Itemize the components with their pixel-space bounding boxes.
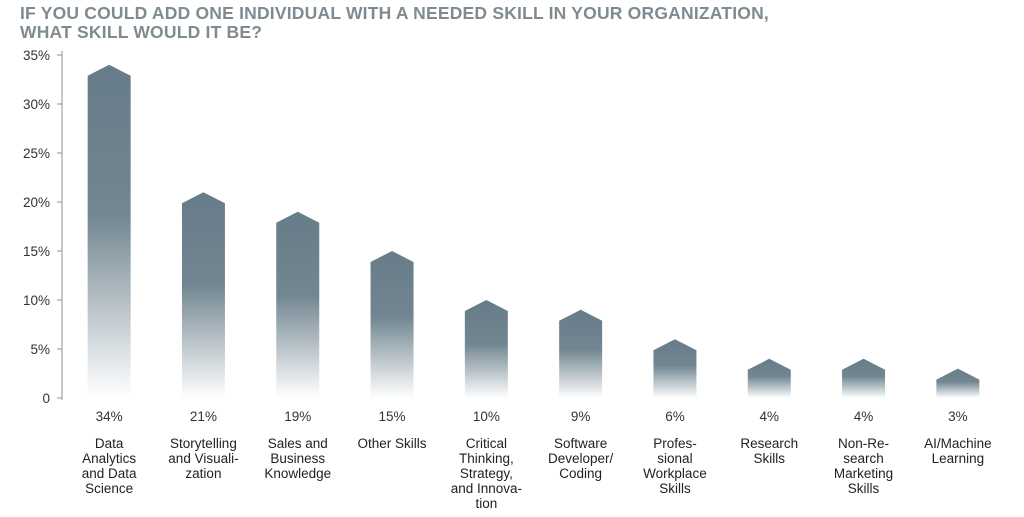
- y-tick-label: 25%: [23, 146, 50, 161]
- category-label-line: Science: [85, 481, 133, 496]
- category-label-line: Skills: [659, 481, 691, 496]
- x-axis-labels: 34% Data Analytics and Data Science 21% Storyt…: [82, 409, 992, 511]
- category-label-line: Strategy,: [460, 466, 513, 481]
- value-label: 4%: [759, 409, 779, 424]
- value-label: 19%: [284, 409, 311, 424]
- category-label-line: and Innova-: [451, 481, 522, 496]
- category-label-line: Learning: [932, 451, 985, 466]
- category-label-line: Knowledge: [264, 466, 331, 481]
- category-label-line: AI/Machine: [924, 436, 992, 451]
- category-label-line: Storytelling: [170, 436, 237, 451]
- category-label-line: Coding: [559, 466, 602, 481]
- value-label: 9%: [571, 409, 591, 424]
- category-label-line: search: [843, 451, 884, 466]
- bar: [464, 300, 508, 398]
- category-label-line: Profes-: [653, 436, 697, 451]
- value-label: 4%: [854, 409, 874, 424]
- bar: [747, 358, 791, 398]
- y-tick-label: 0: [42, 391, 50, 406]
- bar: [87, 64, 131, 399]
- y-tick-label: 20%: [23, 195, 50, 210]
- category-label-line: Sales and: [268, 436, 328, 451]
- category-label-line: Thinking,: [459, 451, 514, 466]
- chart-title: IF YOU COULD ADD ONE INDIVIDUAL WITH A N…: [20, 4, 1000, 42]
- category-label-line: Critical: [466, 436, 507, 451]
- value-label: 6%: [665, 409, 685, 424]
- category-label: Data Analytics and Data Science: [82, 436, 137, 496]
- category-label-line: zation: [185, 466, 221, 481]
- bar: [653, 339, 697, 398]
- category-label-line: and Visuali-: [168, 451, 238, 466]
- category-label: Profes-sional Workplace Skills: [643, 436, 707, 496]
- bar: [276, 211, 320, 398]
- y-tick-label: 35%: [23, 48, 50, 63]
- category-label: Other Skills: [358, 436, 427, 451]
- bar: [181, 192, 225, 398]
- category-label-line: and Data: [82, 466, 137, 481]
- category-label: Non-Re-search Marketing Skills: [834, 436, 893, 496]
- value-label: 21%: [190, 409, 217, 424]
- value-label: 3%: [948, 409, 968, 424]
- bars: [87, 64, 980, 399]
- chart-title-line-2: WHAT SKILL WOULD IT BE?: [20, 22, 263, 42]
- bar: [370, 251, 414, 398]
- category-label: Software Developer/Coding: [548, 436, 614, 481]
- category-label-line: Workplace: [643, 466, 707, 481]
- y-tick-label: 10%: [23, 293, 50, 308]
- bar: [936, 368, 980, 398]
- y-tick-label: 5%: [30, 342, 50, 357]
- y-axis: 0 5% 10% 15% 20% 25% 30% 35%: [23, 48, 63, 406]
- category-label-line: tion: [475, 496, 497, 511]
- category-label-line: Skills: [848, 481, 880, 496]
- category-label: Critical Thinking, Strategy, and Innova-tio…: [451, 436, 522, 511]
- value-label: 15%: [379, 409, 406, 424]
- category-label-line: Research: [740, 436, 798, 451]
- category-label-line: Data: [95, 436, 124, 451]
- category-label-line: Software: [554, 436, 607, 451]
- category-label-line: Skills: [753, 451, 785, 466]
- category-label-line: Analytics: [82, 451, 136, 466]
- category-label: Storytelling and Visuali-zation: [168, 436, 238, 481]
- bar: [842, 358, 886, 398]
- y-tick-label: 15%: [23, 244, 50, 259]
- category-label-line: Business: [270, 451, 325, 466]
- category-label-line: sional: [657, 451, 692, 466]
- bar: [559, 309, 603, 398]
- chart-title-line-1: IF YOU COULD ADD ONE INDIVIDUAL WITH A N…: [20, 3, 769, 23]
- value-label: 10%: [473, 409, 500, 424]
- y-tick-label: 30%: [23, 97, 50, 112]
- category-label-line: Marketing: [834, 466, 893, 481]
- category-label: Research Skills: [740, 436, 798, 466]
- category-label: Sales and Business Knowledge: [264, 436, 331, 481]
- category-label: AI/Machine Learning: [924, 436, 992, 466]
- category-label-line: Non-Re-: [838, 436, 889, 451]
- category-label-line: Other Skills: [358, 436, 427, 451]
- value-label: 34%: [96, 409, 123, 424]
- category-label-line: Developer/: [548, 451, 614, 466]
